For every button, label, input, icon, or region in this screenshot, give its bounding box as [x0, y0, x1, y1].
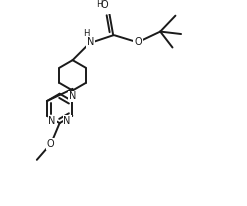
Text: N: N: [48, 116, 56, 126]
Text: N: N: [63, 116, 71, 126]
Text: O: O: [134, 37, 142, 47]
Text: O: O: [101, 0, 108, 10]
Text: H: H: [97, 0, 103, 9]
Text: O: O: [46, 139, 54, 149]
Text: N: N: [69, 91, 76, 101]
Text: H: H: [83, 29, 89, 38]
Text: N: N: [87, 37, 94, 47]
